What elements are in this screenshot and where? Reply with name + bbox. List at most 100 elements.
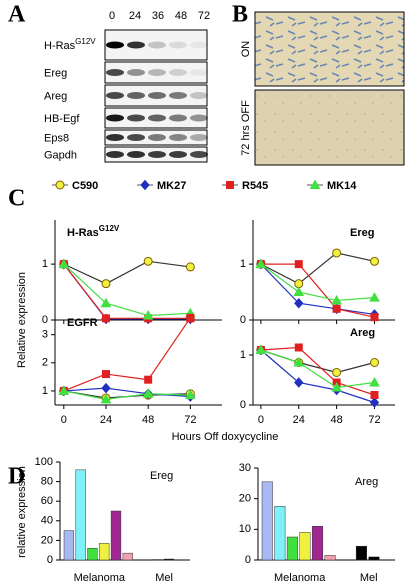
group-label: Mel [155,572,173,584]
marker [370,313,379,322]
marker [58,258,70,269]
blot-band [127,134,145,141]
blot-row-label: Areg [44,90,67,102]
marker [293,356,305,367]
blot-band [190,114,208,122]
series-line [63,263,191,319]
x-tick-label: 0 [61,414,67,426]
marker [100,393,112,404]
blot-row-label: Eps8 [44,132,69,144]
blot-band [169,92,187,99]
blot-band [127,92,145,99]
blot-row-label: Ereg [44,67,67,79]
marker [293,286,305,297]
blot-band [148,114,166,122]
marker [101,370,110,379]
y-tick-label: 0 [245,554,251,566]
micrograph-label: ON [240,41,252,58]
blot-column-label: 24 [129,10,141,22]
y-tick-label: 30 [239,462,251,474]
bar [324,555,336,561]
bar [75,469,86,561]
chart-title: Areg [350,327,375,339]
blot-band [169,114,187,122]
chart-title: Ereg [350,227,374,239]
marker [101,382,111,394]
blot-column-label: 72 [198,10,210,22]
y-tick-label: 100 [35,456,53,468]
chart-title-text: EGFR [67,317,98,329]
series-line [260,346,375,396]
y-tick-label: 1 [240,258,246,270]
x-tick-label: 48 [142,414,154,426]
marker [369,292,380,302]
series-line [260,349,375,389]
marker [332,368,342,377]
bar [110,510,122,561]
marker [140,179,150,191]
chart-title: H-RasG12V [67,224,120,239]
marker [142,388,154,398]
marker [226,181,234,189]
y-tick-label: 0 [47,554,53,566]
marker [186,313,195,322]
marker [58,385,70,395]
series-line [260,349,375,404]
marker [294,260,303,269]
y-tick-label: 1 [42,258,48,270]
y-axis-label: relative expression [16,466,28,558]
x-tick-label: 72 [184,414,196,426]
blot-band [148,92,166,99]
chart-title-text: Areg [350,327,375,339]
micrograph [254,11,405,87]
legend-label: C590 [72,180,98,192]
legend-label: MK27 [157,180,186,192]
chart-title-text: H-Ras [67,227,99,239]
blot-band [148,134,166,141]
series-line [63,263,191,317]
marker [100,297,112,308]
marker [309,179,321,189]
x-axis-label: Hours Off doxycycline [172,431,279,443]
bar [355,545,367,561]
series-line [63,260,191,285]
blot-band [169,69,187,76]
bar [87,547,98,561]
blot-band [190,41,208,49]
blot-row-label: HB-Egf [44,113,80,125]
marker [185,389,196,400]
y-tick-label: 0 [240,314,246,326]
bar [261,481,273,561]
bar [63,530,75,561]
blot-band [148,41,166,49]
marker [185,262,195,272]
marker [294,343,303,352]
bar [122,552,133,561]
series-line [63,317,191,392]
series-line [260,263,375,316]
y-tick-label: 0 [42,314,48,326]
blot-column-label: 36 [152,10,164,22]
y-tick-label: 0 [240,399,246,411]
marker [294,297,304,309]
micrograph-label: 72 hrs OFF [240,100,252,156]
panel-label: A [8,2,26,28]
marker [255,258,267,269]
marker [369,358,379,367]
blot-band [169,151,187,158]
chart-title: EGFR [67,317,98,329]
x-tick-label: 24 [293,414,305,426]
x-tick-label: 0 [258,414,264,426]
marker [142,310,154,320]
group-label: Melanoma [74,572,126,584]
marker [369,397,380,408]
blot-band [127,41,145,49]
y-tick-label: 1 [42,385,48,397]
legend-label: MK14 [327,180,357,192]
blot-row-label: H-RasG12V [44,37,96,52]
marker [101,279,111,289]
series-line [260,349,375,374]
series-line [260,252,375,285]
y-axis-label: Relative expression [16,272,28,368]
blot-band [127,151,145,158]
